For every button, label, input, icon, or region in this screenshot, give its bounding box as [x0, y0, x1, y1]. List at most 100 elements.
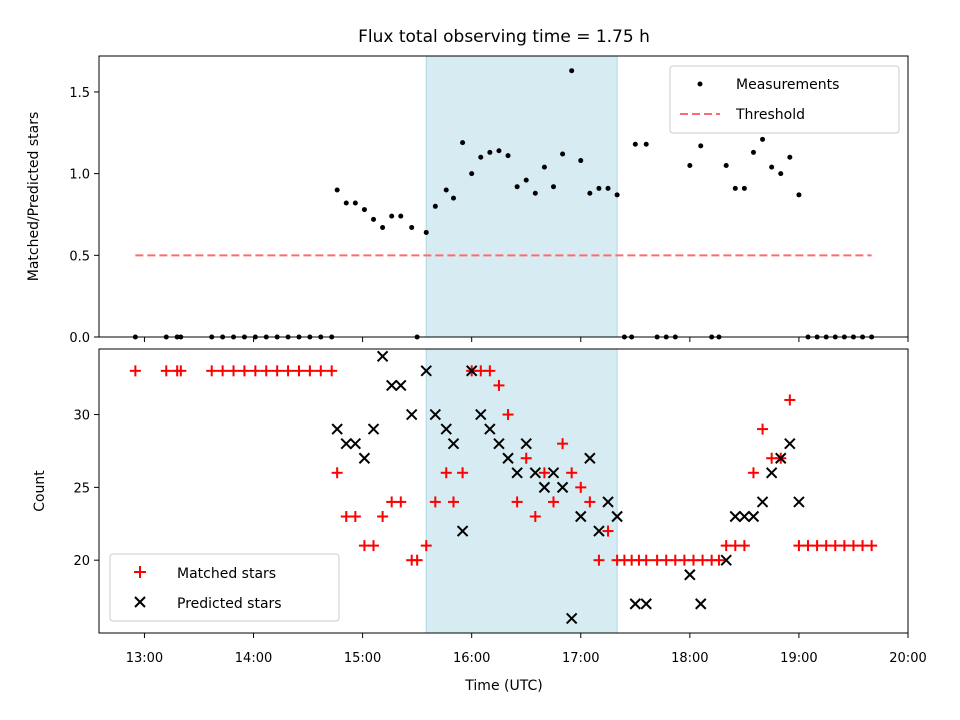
predicted-star-point — [547, 467, 560, 479]
predicted-star-point — [793, 496, 805, 508]
matched-star-point — [747, 467, 759, 479]
measurement-point — [514, 184, 520, 190]
bottom-legend: Matched stars Predicted stars — [109, 553, 340, 622]
matched-star-point — [538, 467, 550, 479]
matched-star-point — [349, 510, 361, 522]
matched-star-point — [304, 365, 316, 377]
matched-star-point — [557, 438, 569, 450]
legend-measurements-label: Measurements — [736, 77, 839, 93]
measurement-point — [423, 229, 429, 235]
predicted-star-point — [456, 525, 469, 537]
matched-star-point — [511, 496, 523, 508]
predicted-star-point — [502, 452, 514, 464]
measurement-point — [596, 185, 602, 191]
top-y-tick-label: 1.5 — [69, 86, 90, 101]
predicted-star-point — [385, 379, 398, 392]
bottom-y-tick-label: 20 — [73, 554, 90, 569]
measurement-point — [380, 225, 386, 231]
matched-star-point — [547, 496, 559, 508]
bottom-panel: 20 25 30 13:00 14:00 15:00 16:00 17:00 18:00 19:0… — [32, 348, 927, 694]
measurement-point — [614, 192, 620, 198]
predicted-star-point — [358, 452, 371, 464]
bottom-highlight-span — [425, 348, 618, 634]
predicted-star-point — [684, 569, 696, 581]
measurement-point — [787, 154, 793, 160]
measurement-point — [460, 140, 466, 146]
bottom-y-axis-label: Count — [32, 470, 48, 512]
predicted-star-point — [395, 379, 407, 392]
measurement-point — [769, 164, 775, 170]
legend-matched-marker — [134, 566, 146, 578]
measurement-point — [560, 151, 566, 157]
measurement-point — [723, 162, 729, 168]
measurement-point — [523, 177, 529, 183]
predicted-star-point — [484, 423, 496, 435]
predicted-star-point — [593, 525, 605, 537]
predicted-star-point — [349, 437, 362, 450]
bottom-x-tick-label: 15:00 — [344, 651, 381, 666]
matched-star-point — [249, 365, 261, 377]
matched-star-point — [584, 496, 596, 508]
matched-star-point — [757, 423, 769, 435]
predicted-star-point — [529, 467, 542, 479]
predicted-star-point — [729, 510, 741, 523]
predicted-star-point — [447, 437, 460, 450]
top-y-tick-label: 0.5 — [69, 249, 90, 264]
matched-star-point — [520, 452, 532, 464]
measurement-point — [361, 207, 367, 213]
predicted-star-point — [575, 510, 587, 523]
top-y-tick-label: 0.0 — [69, 331, 90, 346]
measurement-point — [451, 195, 457, 201]
predicted-star-point — [629, 598, 642, 610]
bottom-axes-frame — [98, 348, 909, 634]
measurement-point — [343, 200, 349, 206]
legend-predicted-marker — [134, 596, 146, 608]
measurement-point — [698, 143, 704, 149]
matched-star-point — [640, 554, 652, 566]
predicted-star-point — [695, 598, 707, 610]
matched-star-point — [282, 365, 294, 377]
measurement-point — [432, 203, 438, 209]
matched-star-point — [448, 496, 460, 508]
matched-star-point — [784, 394, 796, 406]
top-legend: Measurements Threshold — [669, 65, 900, 134]
predicted-star-point — [493, 437, 505, 450]
predicted-star-point — [420, 365, 432, 377]
bottom-x-tick-label: 18:00 — [671, 651, 708, 666]
top-axis-ticks: 0.0 0.5 1.0 1.5 — [69, 86, 909, 346]
predicted-star-point — [584, 452, 596, 464]
measurement-point — [605, 185, 611, 191]
matched-star-point — [377, 510, 389, 522]
matched-star-point — [602, 525, 614, 537]
measurement-point — [632, 141, 638, 147]
predicted-star-point — [565, 612, 578, 625]
measurement-point — [532, 190, 538, 196]
measurement-point — [778, 171, 784, 177]
predicted-star-point — [556, 481, 569, 494]
matched-star-point — [593, 554, 605, 566]
predicted-star-point — [765, 467, 778, 479]
matched-star-point — [238, 365, 250, 377]
matched-star-point — [493, 379, 505, 391]
bottom-x-tick-label: 14:00 — [235, 651, 272, 666]
top-panel: 0.0 0.5 1.0 1.5 Matched/Predicted stars Mea… — [26, 55, 909, 346]
matched-star-point — [411, 554, 423, 566]
bottom-x-tick-label: 13:00 — [126, 651, 163, 666]
matched-star-point — [529, 510, 541, 522]
bottom-y-tick-label: 30 — [73, 409, 90, 424]
matched-star-point — [440, 467, 452, 479]
predicted-star-point — [738, 510, 751, 523]
matched-star-point — [129, 365, 141, 377]
matched-star-point — [429, 496, 441, 508]
measurement-point — [541, 164, 547, 170]
matched-star-point — [228, 365, 240, 377]
measurement-point — [569, 68, 575, 74]
matched-star-point — [420, 540, 432, 552]
matched-star-point — [502, 409, 514, 421]
predicted-star-point — [465, 365, 478, 377]
top-y-axis-label: Matched/Predicted stars — [26, 112, 42, 282]
bottom-axis-ticks: 20 25 30 13:00 14:00 15:00 16:00 17:00 18:00 19:0… — [73, 409, 926, 666]
top-highlight-span — [425, 55, 618, 338]
matched-star-point — [866, 540, 878, 552]
